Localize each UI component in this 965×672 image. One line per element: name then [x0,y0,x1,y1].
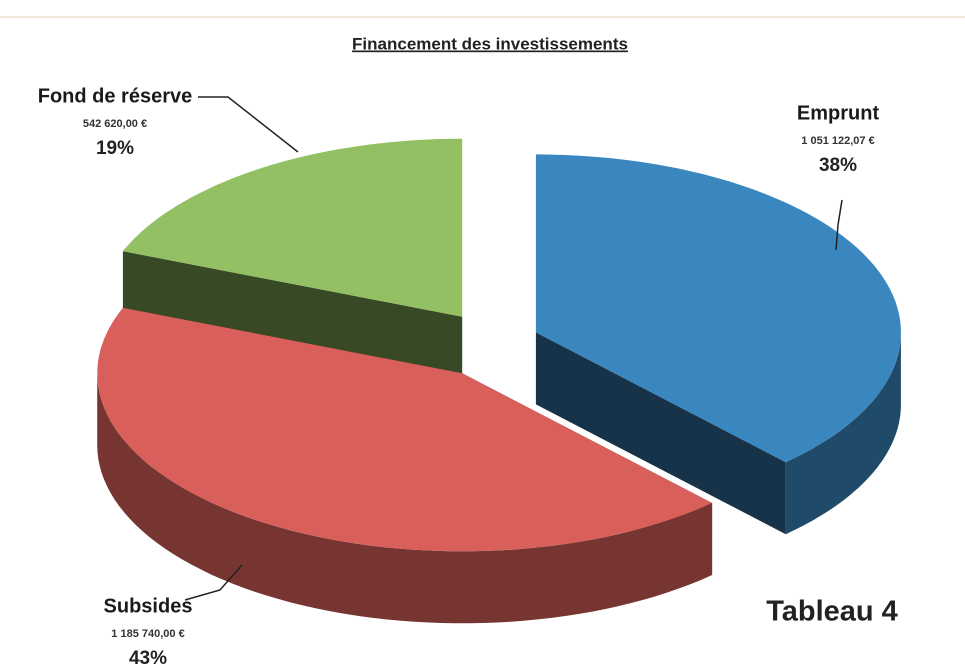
label-percent: 38% [819,155,857,176]
slice-top [97,307,713,552]
slice-top [535,154,901,463]
leader-line [835,199,843,251]
slice-wall [785,332,901,535]
label-amount: 542 620,00 € [83,118,147,130]
slice [535,154,901,535]
caption: Tableau 4 [766,596,898,628]
slice-side [122,251,463,389]
label-amount: 1 185 740,00 € [111,628,184,640]
label-percent: 43% [129,648,167,669]
label-percent: 19% [96,138,134,159]
leader-line [184,564,243,601]
slice-wall [97,373,713,624]
label-amount: 1 051 122,07 € [801,135,874,147]
leader-line [198,96,299,153]
label-name: Subsides [104,595,193,617]
label-name: Emprunt [797,102,880,124]
chart-title: Financement des investissements [352,34,628,53]
label-name: Fond de réserve [38,85,193,107]
slice-side [535,332,786,535]
slice-top [122,138,463,317]
slice [97,307,713,624]
slice [122,138,463,389]
